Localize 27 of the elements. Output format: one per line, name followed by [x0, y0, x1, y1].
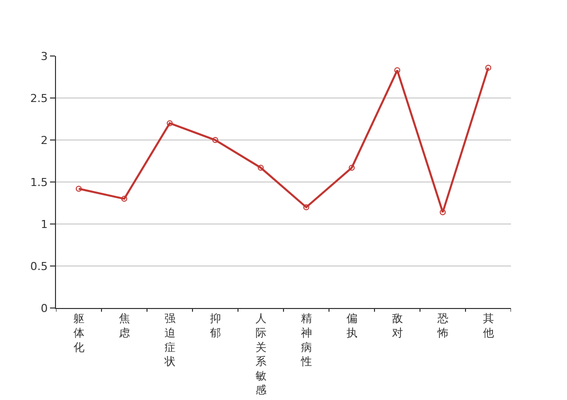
y-tick-label: 2	[40, 134, 48, 147]
y-tick-label: 2.5	[30, 92, 48, 105]
x-tick-label: 抑郁	[210, 312, 221, 340]
point	[166, 120, 173, 126]
point	[303, 204, 310, 210]
y-tick-label: 3	[40, 50, 48, 63]
x-tick-label: 偏执	[346, 312, 358, 340]
x-tick-label: 人际关系敏感	[255, 312, 266, 397]
point	[394, 67, 400, 74]
point	[258, 164, 264, 171]
y-tick-label: 0	[40, 302, 48, 315]
point	[76, 186, 82, 192]
point	[485, 64, 492, 71]
y-tick-label: 0.5	[30, 260, 48, 273]
point	[348, 164, 355, 171]
x-tick-label: 其他	[482, 312, 494, 340]
x-tick-label: 精神病性	[300, 312, 312, 368]
x-tick-label: 强迫症状	[163, 312, 176, 368]
point	[440, 209, 446, 216]
y-tick-label: 1.5	[30, 176, 48, 189]
x-tick-label: 躯体化	[73, 312, 84, 354]
y-tick-label: 1	[40, 218, 48, 231]
x-tick-label: 焦虑	[118, 312, 130, 340]
x-tick-label: 恐怖	[436, 312, 448, 340]
point	[121, 196, 128, 202]
x-tick-label: 敌对	[392, 312, 403, 340]
point	[212, 137, 218, 143]
